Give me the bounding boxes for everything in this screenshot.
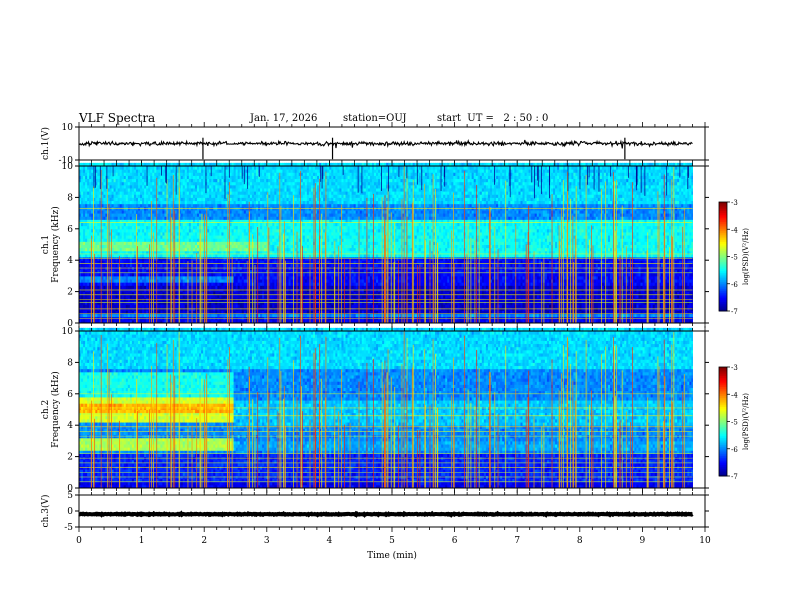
- y-axis-label: ch.1(V): [40, 127, 51, 160]
- vlf-figure: 10-10ch.1(V)0246810-3-4-5-6-7log(PSD)(V²…: [0, 0, 792, 612]
- waveform-trace: [79, 140, 692, 148]
- y-tick-label: 10: [62, 123, 74, 133]
